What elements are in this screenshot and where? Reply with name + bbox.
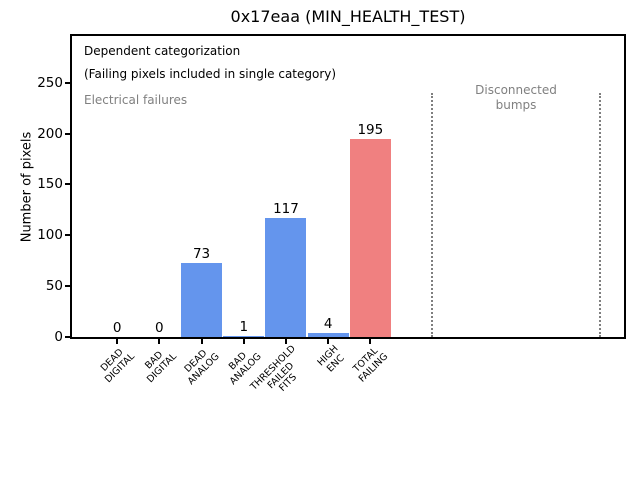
y-tick-mark [65,183,70,186]
x-tick-label: BAD DIGITAL [143,349,179,385]
y-tick-label: 50 [45,278,63,295]
bar-value-label: 195 [357,121,384,138]
x-tick-mark [158,339,161,344]
y-tick-mark [65,285,70,288]
bar-3 [223,335,265,337]
x-tick-mark [327,339,330,344]
x-tick-mark [242,339,245,344]
bar-value-label: 0 [155,320,164,336]
y-tick-label: 150 [37,176,63,193]
y-tick-label: 0 [54,329,63,345]
disconnected-region-vline-1 [598,93,601,337]
bar-value-label: 1 [239,318,249,335]
bar-value-label: 0 [112,320,122,336]
annotation-dependent-categorization: Dependent categorization (Failing pixels… [84,44,337,81]
annotation-disconnected-bumps: Disconnected bumps [475,83,557,112]
plot-frame [70,34,626,339]
plot-area: Dependent categorization (Failing pixels… [72,36,624,337]
y-tick-mark [65,234,70,237]
disconnected-region-vline-0 [430,93,433,337]
x-tick-mark [369,339,372,344]
x-tick-mark [200,339,203,344]
bar-value-label: 117 [273,201,299,218]
y-tick-mark [65,81,70,84]
bar-6 [349,138,391,337]
x-tick-label: HIGH ENC [315,343,346,375]
chart-title: 0x17eaa (MIN_HEALTH_TEST) [230,7,466,26]
y-tick-mark [65,336,70,338]
bar-4 [265,218,307,337]
bar-value-label: 73 [192,245,211,262]
y-tick-label: 200 [37,125,63,142]
x-tick-label: DEAD ANALOG [182,347,222,387]
bar-value-label: 4 [323,315,333,332]
bar-5 [307,332,349,337]
x-tick-label: TOTAL FAILING [351,345,390,385]
y-tick-label: 100 [37,227,63,244]
y-tick-label: 250 [37,74,63,91]
bar-2 [181,262,223,337]
annotation-electrical-failures: Electrical failures [84,93,188,107]
x-tick-mark [284,339,287,344]
y-axis-label: Number of pixels [19,131,35,243]
y-tick-mark [65,132,70,135]
x-tick-mark [116,339,119,344]
x-tick-label: DEAD DIGITAL [98,346,137,385]
